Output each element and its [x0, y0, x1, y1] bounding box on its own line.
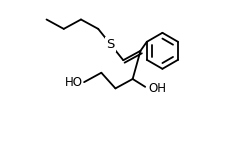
Text: HO: HO [65, 76, 83, 89]
Text: S: S [106, 38, 115, 51]
Text: OH: OH [148, 82, 166, 95]
